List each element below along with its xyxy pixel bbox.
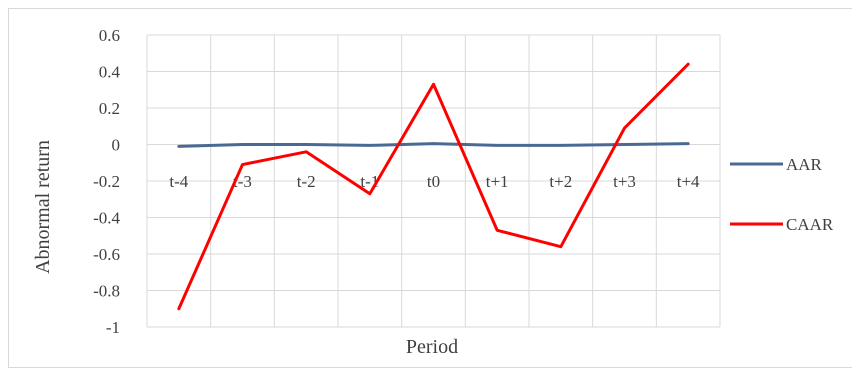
- y-tick-label: -0.2: [93, 172, 120, 191]
- legend-label-aar: AAR: [786, 155, 823, 174]
- gridlines: [146, 34, 721, 328]
- y-tick-label: -1: [106, 318, 120, 337]
- series-lines: [177, 62, 690, 311]
- series-line-aar: [177, 142, 690, 148]
- x-tick-label: t-2: [297, 172, 316, 191]
- legend: AAR CAAR: [730, 155, 834, 234]
- y-tick-label: 0.6: [99, 26, 120, 45]
- y-tick-label: 0.2: [99, 99, 120, 118]
- x-tick-label: t-4: [169, 172, 188, 191]
- x-axis-title: Period: [406, 336, 458, 358]
- y-tick-label: 0: [112, 136, 121, 155]
- x-tick-label: t+1: [486, 172, 509, 191]
- x-axis-tick-labels: t-4 t-3 t-2 t-1 t0 t+1 t+2 t+3 t+4: [169, 172, 700, 191]
- legend-label-caar: CAAR: [786, 215, 834, 234]
- y-tick-label: -0.6: [93, 245, 120, 264]
- chart-frame: [8, 8, 852, 368]
- y-axis-title: Abnormal return: [32, 140, 54, 274]
- y-tick-label: -0.4: [93, 209, 120, 228]
- x-tick-label: t+3: [613, 172, 636, 191]
- x-tick-label: t+2: [549, 172, 572, 191]
- y-axis-tick-labels: 0.6 0.4 0.2 0 -0.2 -0.4 -0.6 -0.8 -1: [93, 26, 120, 337]
- series-line-caar: [177, 62, 690, 311]
- y-tick-label: 0.4: [99, 63, 121, 82]
- y-tick-label: -0.8: [93, 282, 120, 301]
- x-tick-label: t+4: [677, 172, 700, 191]
- x-tick-label: t0: [427, 172, 440, 191]
